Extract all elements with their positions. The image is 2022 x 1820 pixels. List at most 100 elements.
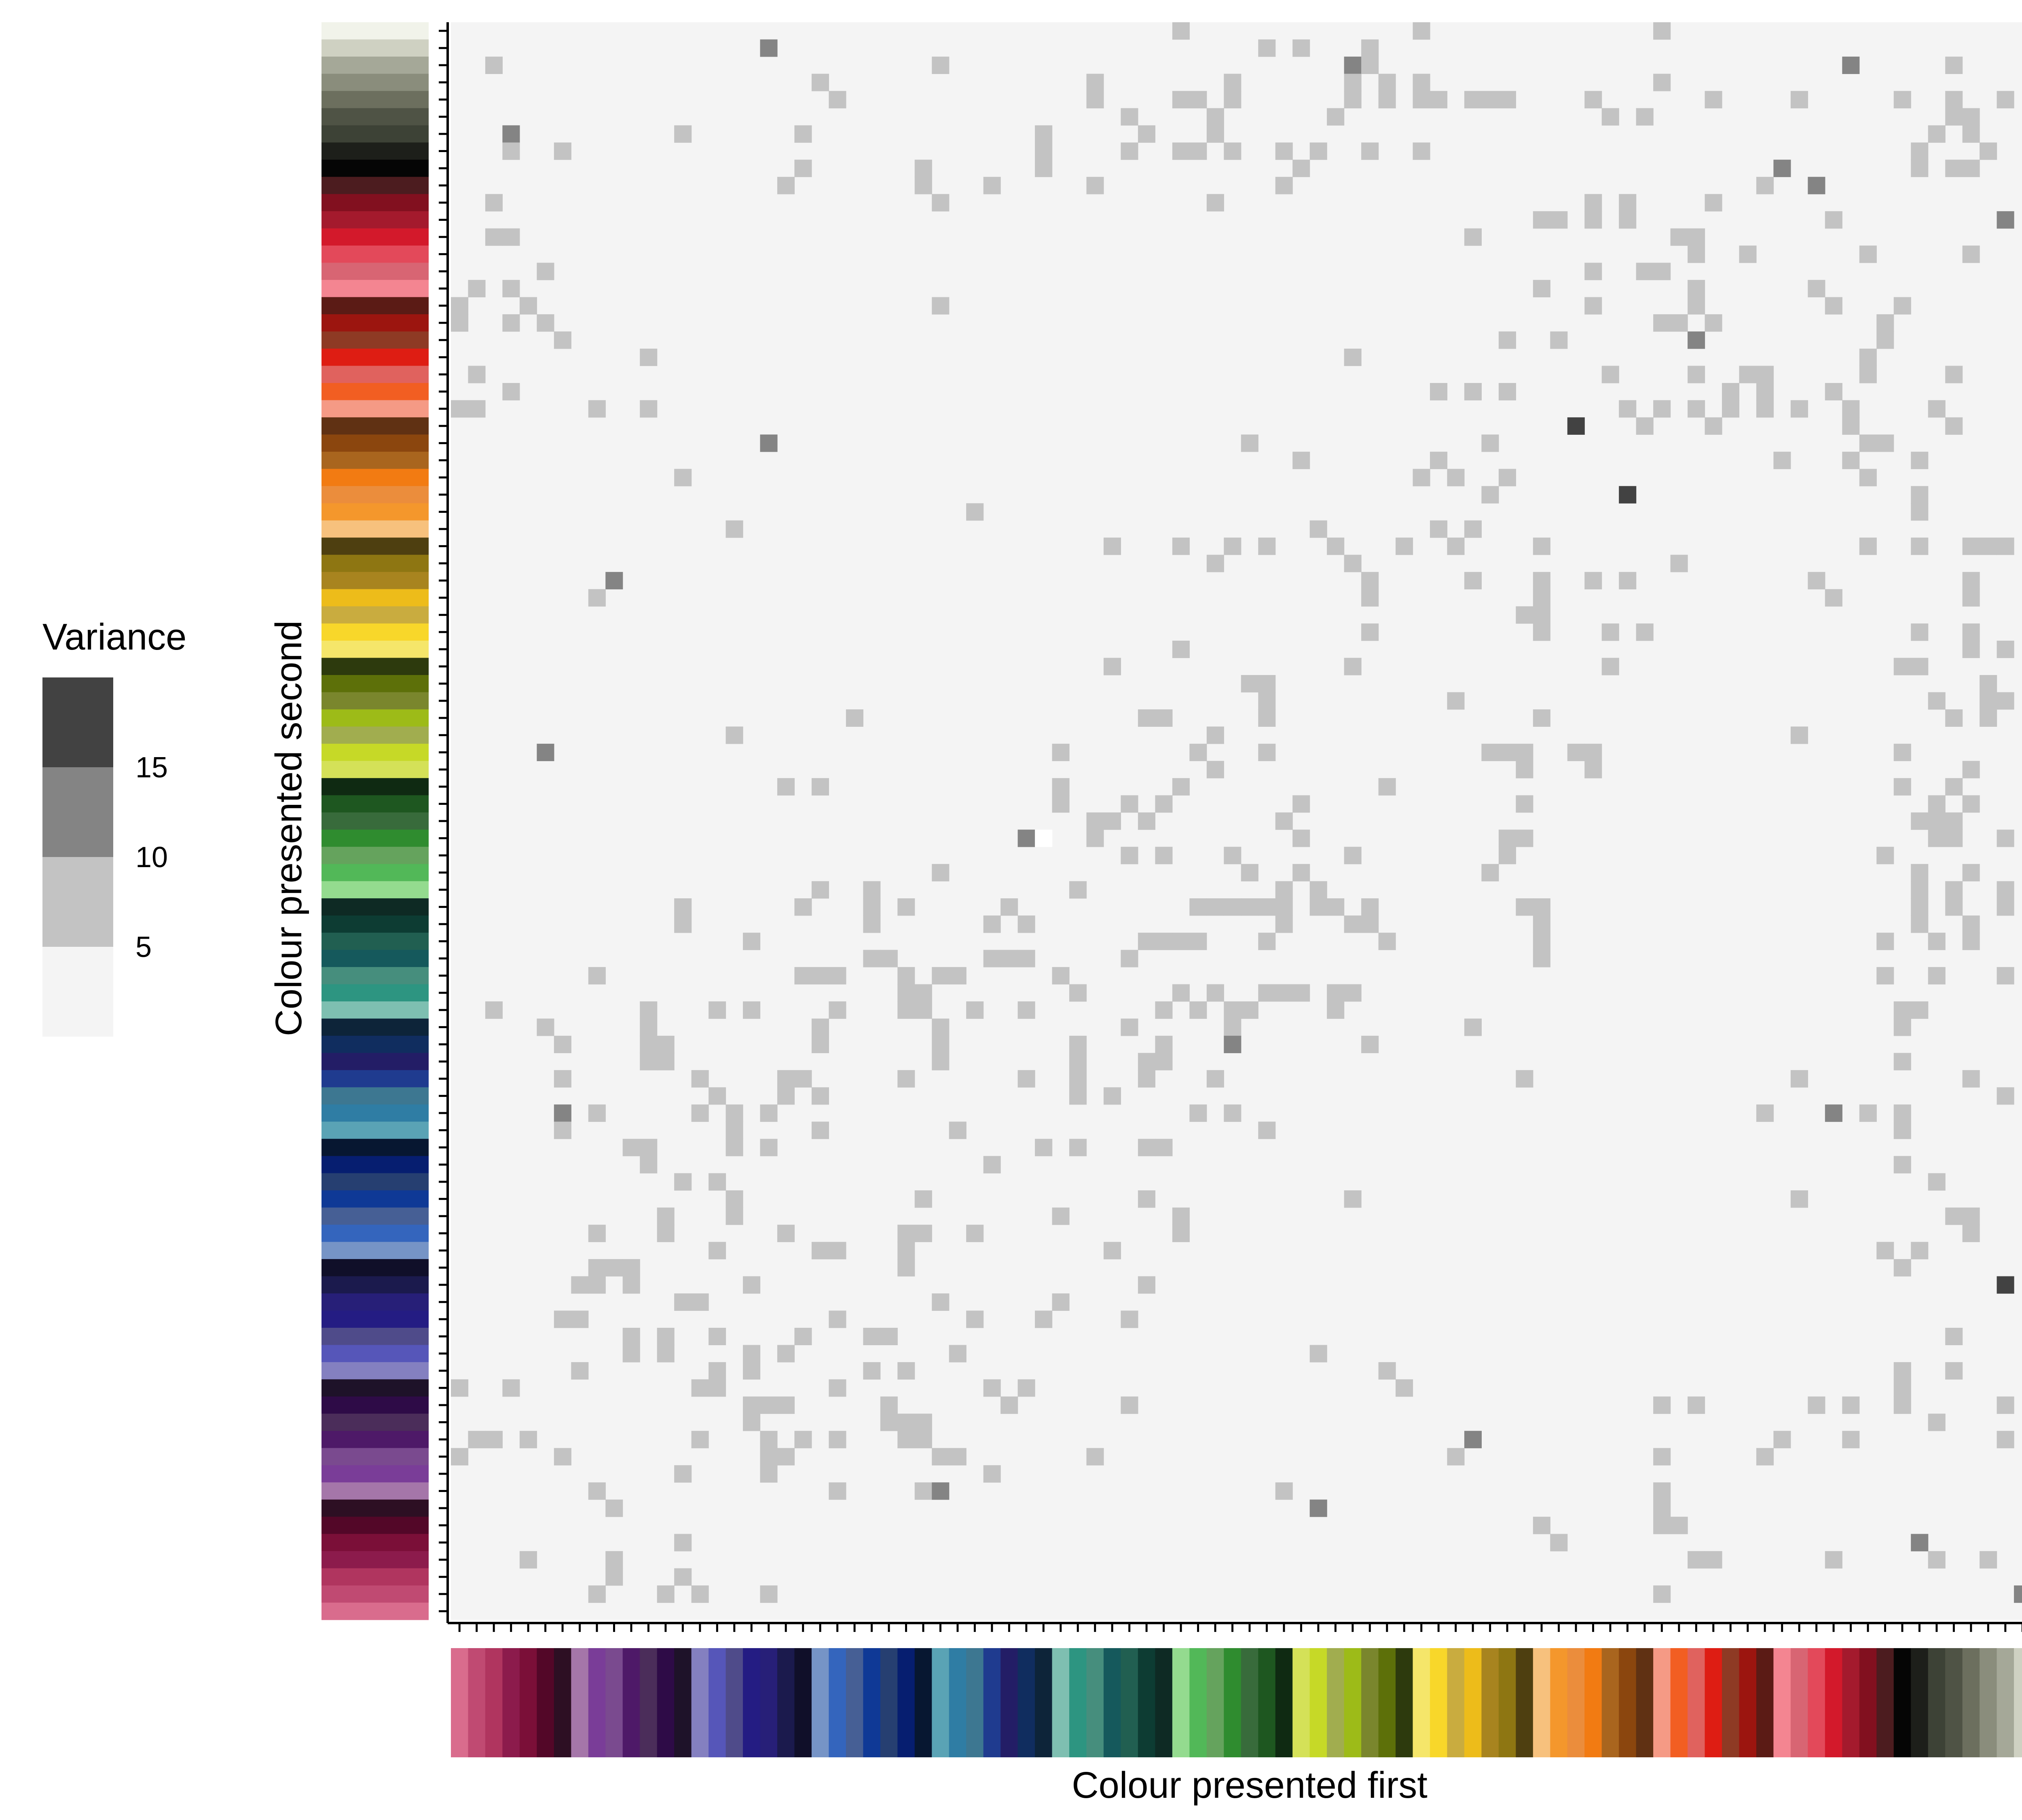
heatmap-cell	[1258, 743, 1276, 761]
heatmap-cell	[1893, 1018, 1911, 1036]
heatmap-cell	[537, 743, 554, 761]
heatmap-cell	[1121, 847, 1138, 864]
heatmap-cell	[1361, 1035, 1379, 1053]
y-colour-swatch	[321, 1225, 429, 1242]
heatmap-cell	[502, 280, 520, 298]
heatmap-cell	[1945, 56, 1963, 74]
x-colour-swatch	[2014, 1648, 2022, 1757]
heatmap-cell	[1670, 228, 1688, 246]
x-colour-swatch	[1275, 1648, 1293, 1757]
heatmap-cell	[829, 967, 846, 985]
heatmap-cell	[1258, 709, 1276, 727]
heatmap-cell	[2014, 1585, 2022, 1603]
heatmap-cell	[1172, 933, 1190, 950]
heatmap-cell	[880, 1414, 898, 1431]
heatmap-cell	[1035, 125, 1053, 143]
heatmap-cell	[1155, 709, 1173, 727]
heatmap-cell	[605, 1568, 623, 1586]
heatmap-cell	[1842, 451, 1860, 469]
heatmap-cell	[571, 1310, 589, 1328]
heatmap-cell	[1052, 1293, 1070, 1311]
x-colour-swatch	[1000, 1648, 1018, 1757]
heatmap-cell	[1069, 1087, 1087, 1105]
heatmap-cell	[932, 864, 950, 882]
heatmap-cell	[1705, 314, 1722, 332]
x-colour-swatch	[1189, 1648, 1207, 1757]
heatmap-cell	[1035, 142, 1053, 160]
heatmap-cell	[794, 159, 812, 177]
heatmap-cell	[519, 1431, 537, 1448]
heatmap-cell	[932, 1482, 950, 1500]
x-colour-swatch	[485, 1648, 503, 1757]
x-colour-swatch	[1722, 1648, 1740, 1757]
heatmap-cell	[777, 1225, 795, 1242]
heatmap-cell	[1619, 400, 1637, 418]
heatmap-cell	[1464, 1018, 1482, 1036]
x-colour-swatch	[1808, 1648, 1825, 1757]
heatmap-cell	[1722, 383, 1740, 401]
heatmap-cell	[1893, 1053, 1911, 1071]
y-colour-swatch	[321, 658, 429, 675]
y-colour-swatch	[321, 1001, 429, 1019]
heatmap-cell	[1962, 795, 1980, 813]
heatmap-cell	[760, 1139, 778, 1156]
x-colour-swatch	[725, 1648, 743, 1757]
heatmap-cell	[1035, 159, 1053, 177]
heatmap-cell	[605, 1499, 623, 1517]
heatmap-cell	[1653, 1448, 1671, 1466]
y-colour-swatch	[321, 984, 429, 1002]
x-colour-swatch	[1430, 1648, 1448, 1757]
heatmap-cell	[777, 1448, 795, 1466]
heatmap-cell	[897, 1414, 915, 1431]
heatmap-cell	[1584, 572, 1602, 590]
y-colour-swatch	[321, 864, 429, 882]
heatmap-cell	[588, 967, 606, 985]
heatmap-cell	[1447, 469, 1465, 487]
heatmap-cell	[1739, 245, 1757, 263]
x-axis-colour-swatches	[451, 1648, 2022, 1757]
heatmap-cell	[1103, 1242, 1121, 1259]
heatmap-cell	[1893, 658, 1911, 675]
y-colour-swatch	[321, 39, 429, 57]
x-colour-swatch	[1739, 1648, 1757, 1757]
x-colour-swatch	[1258, 1648, 1276, 1757]
y-colour-swatch	[321, 1414, 429, 1431]
heatmap-cell	[1361, 915, 1379, 933]
heatmap-cell	[1859, 1104, 1877, 1122]
heatmap-cell	[640, 1139, 658, 1156]
heatmap-cell	[1516, 830, 1533, 847]
heatmap-cell	[846, 709, 863, 727]
heatmap-cell	[502, 383, 520, 401]
heatmap-cell	[1997, 881, 2014, 899]
heatmap-cell	[1361, 142, 1379, 160]
heatmap-cell	[1825, 211, 1842, 229]
heatmap-cell	[743, 1001, 761, 1019]
heatmap-cell	[811, 778, 829, 796]
heatmap-cell	[657, 1035, 675, 1053]
y-colour-swatch	[321, 1018, 429, 1036]
heatmap-cell	[1206, 984, 1224, 1002]
heatmap-cell	[897, 1225, 915, 1242]
y-colour-swatch	[321, 194, 429, 212]
heatmap-cell	[1121, 108, 1138, 126]
heatmap-cell	[1619, 211, 1637, 229]
heatmap-cell	[1086, 830, 1104, 847]
heatmap-cell	[829, 1242, 846, 1259]
heatmap-cell	[1893, 1122, 1911, 1139]
heatmap-cell	[1997, 538, 2014, 555]
heatmap-cell	[863, 1327, 881, 1346]
y-colour-swatch	[321, 22, 429, 40]
heatmap-cell	[1808, 572, 1825, 590]
y-colour-swatch	[321, 417, 429, 435]
heatmap-cell	[674, 125, 692, 143]
heatmap-cell	[640, 1001, 658, 1019]
heatmap-cell	[1498, 830, 1516, 847]
heatmap-cell	[1327, 538, 1345, 555]
heatmap-cell	[1309, 1499, 1327, 1517]
heatmap-cell	[1378, 1362, 1396, 1380]
heatmap-cell	[1893, 1001, 1911, 1019]
heatmap-cell	[1275, 898, 1293, 916]
y-colour-swatch	[321, 1568, 429, 1586]
heatmap-cell	[691, 1070, 709, 1088]
heatmap-cell	[1533, 538, 1550, 555]
